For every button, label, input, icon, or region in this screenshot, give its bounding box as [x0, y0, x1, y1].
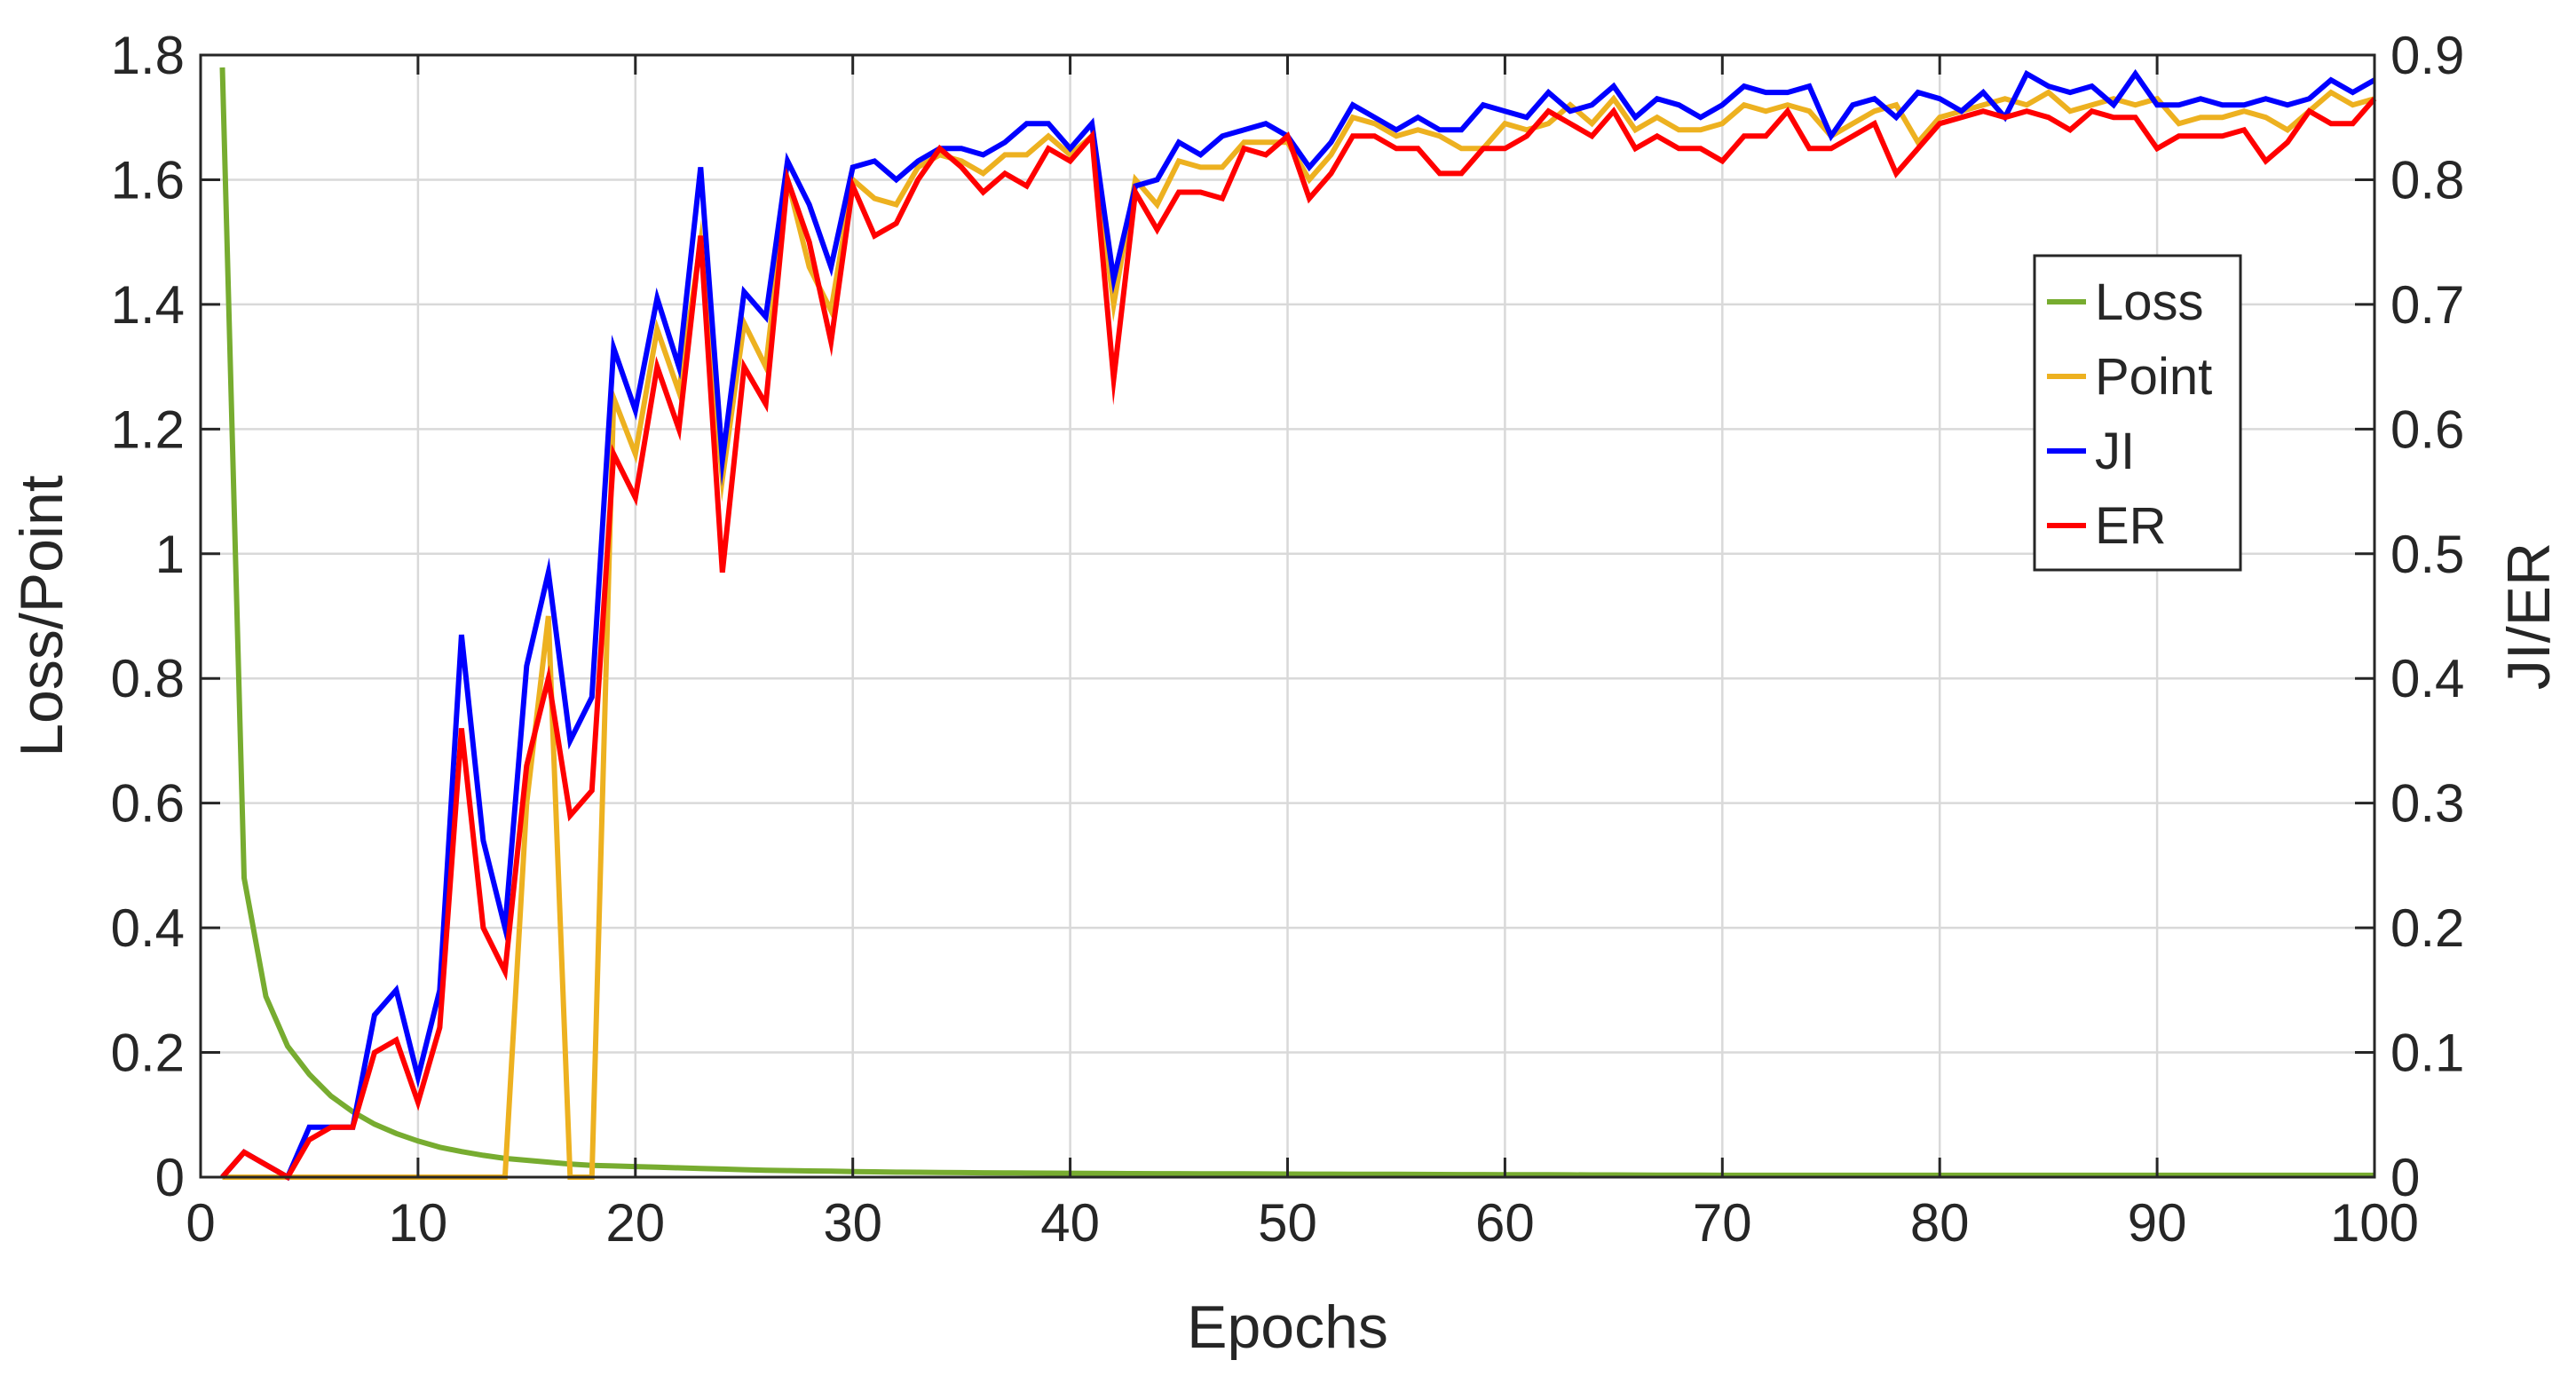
- axis-ticks: 0 10 20 30 40 50 60 70 80 90 10000.20.40.60.811.21…: [111, 26, 2465, 1253]
- y-left-tick-label: 0.2: [111, 1024, 185, 1083]
- x-axis-label: Epochs: [1187, 1293, 1388, 1361]
- y-left-tick-label: 1: [155, 525, 185, 584]
- y-right-tick-label: 0.5: [2390, 525, 2464, 584]
- y-right-tick-label: 0.9: [2390, 26, 2464, 85]
- series-ji: [220, 68, 2376, 1182]
- x-tick-label: 60: [1475, 1193, 1535, 1253]
- series-er: [220, 97, 2377, 1182]
- y-left-tick-label: 0.4: [111, 898, 185, 958]
- y-right-tick-label: 0.3: [2390, 774, 2464, 834]
- legend: Loss Point JI ER: [2033, 254, 2242, 572]
- y-left-tick-label: 0.6: [111, 774, 185, 834]
- y-axis-left-label: Loss/Point: [8, 475, 75, 757]
- y-right-tick-label: 0.4: [2390, 649, 2464, 708]
- x-tick-label: 80: [1910, 1193, 1970, 1253]
- legend-box: [2033, 254, 2242, 572]
- series-line-er: [220, 97, 2377, 1182]
- y-left-tick-label: 1.4: [111, 275, 185, 335]
- legend-label-point: Point: [2095, 348, 2212, 406]
- x-tick-label: 30: [823, 1193, 882, 1253]
- series-line-ji: [220, 68, 2376, 1182]
- x-tick-label: 100: [2330, 1193, 2419, 1253]
- y-left-tick-label: 1.8: [111, 26, 185, 85]
- y-right-tick-label: 0: [2390, 1148, 2420, 1207]
- y-right-tick-label: 0.7: [2390, 275, 2464, 335]
- x-tick-label: 20: [605, 1193, 665, 1253]
- y-right-tick-label: 0.8: [2390, 150, 2464, 210]
- x-tick-label: 90: [2128, 1193, 2187, 1253]
- y-right-tick-label: 0.1: [2390, 1024, 2464, 1083]
- legend-label-ji: JI: [2095, 423, 2135, 480]
- plot-series: [219, 67, 2377, 1182]
- x-tick-label: 10: [389, 1193, 448, 1253]
- y-left-tick-label: 0: [155, 1148, 185, 1207]
- grid-lines: [201, 55, 2375, 1177]
- y-left-tick-label: 1.6: [111, 150, 185, 210]
- y-left-tick-label: 0.8: [111, 649, 185, 708]
- y-right-tick-label: 0.2: [2390, 898, 2464, 958]
- x-tick-label: 70: [1693, 1193, 1752, 1253]
- x-tick-label: 50: [1258, 1193, 1317, 1253]
- legend-label-loss: Loss: [2095, 273, 2204, 331]
- x-tick-label: 40: [1040, 1193, 1100, 1253]
- y-right-tick-label: 0.6: [2390, 399, 2464, 459]
- y-left-tick-label: 1.2: [111, 399, 185, 459]
- legend-label-er: ER: [2095, 497, 2167, 555]
- x-tick-label: 0: [186, 1193, 215, 1253]
- y-axis-right-label: JI/ER: [2495, 542, 2563, 690]
- series-loss: [219, 67, 2375, 1178]
- series-line-loss: [219, 67, 2375, 1178]
